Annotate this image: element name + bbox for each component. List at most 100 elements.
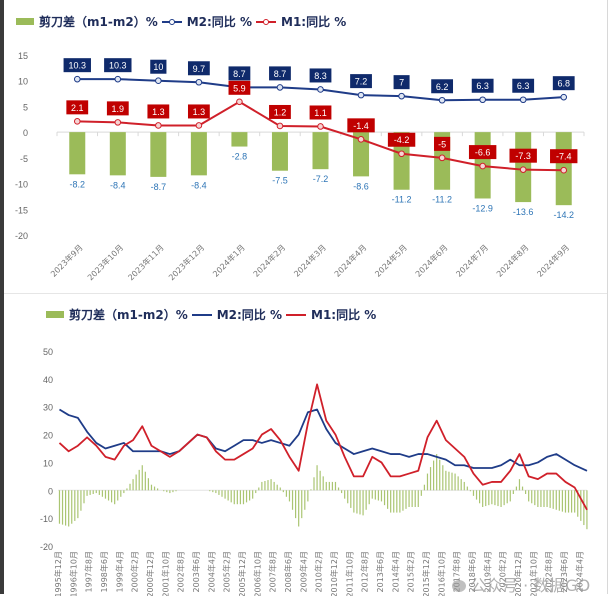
bar-spread [402, 490, 404, 511]
label-box-m1 [228, 80, 251, 95]
bar-spread [126, 488, 128, 491]
bar-spread [463, 481, 465, 491]
label-box-m2 [512, 78, 535, 93]
legend-swatch-m1 [256, 18, 277, 25]
point-m1 [236, 98, 243, 106]
label-box-m1 [187, 104, 210, 119]
y-tick-label: 10 [43, 458, 53, 468]
point-m2 [438, 96, 446, 104]
y-tick-label: 50 [43, 347, 53, 357]
bar-spread [221, 490, 223, 497]
bar-spread [512, 490, 514, 494]
point-m2 [357, 91, 365, 99]
bar-spread [227, 490, 229, 501]
data-label-m2: 8.7 [274, 69, 287, 79]
data-label-m2: 10.3 [69, 61, 87, 71]
bar-spread [555, 490, 557, 510]
bar-spread [577, 490, 579, 517]
point-m2 [560, 93, 568, 101]
x-tick-label: 2023年11月 [126, 242, 166, 282]
x-tick-label: 2000年12月 [145, 551, 155, 596]
bar-spread [101, 490, 104, 497]
bar-spread [212, 490, 214, 493]
data-label-m2: 7 [399, 78, 404, 88]
label-box-m1 [309, 105, 332, 120]
bar-spread [89, 490, 91, 495]
bar-spread [503, 490, 505, 506]
bar-spread [518, 479, 521, 491]
bar-spread [426, 473, 429, 491]
bar-spread [528, 490, 530, 502]
x-tick-label: 1997年8月 [84, 551, 94, 592]
bar-data-label: -11.2 [432, 195, 452, 205]
bar-spread [239, 490, 242, 505]
x-tick-label: 2013年6月 [375, 551, 385, 592]
bar-spread [387, 490, 389, 509]
bar-data-label: -8.7 [151, 182, 167, 192]
data-label-m1: -7.3 [515, 151, 531, 161]
label-box-m2 [393, 75, 410, 90]
y-tick-label: 20 [43, 431, 53, 441]
bar-spread [58, 490, 61, 524]
bar-spread [132, 479, 134, 491]
point-m1 [519, 166, 527, 173]
point-m2 [398, 92, 405, 100]
bar-spread [472, 490, 475, 496]
bar-spread [313, 477, 315, 491]
label-box-m2 [309, 68, 332, 83]
x-tick-label: 2004年4月 [206, 551, 216, 592]
legend-top: 剪刀差（m1-m2）% M2:同比 % M1:同比 % [16, 13, 350, 30]
label-box-m1 [269, 104, 291, 119]
x-tick-label: 2023年10月 [85, 242, 125, 282]
point-m1 [73, 118, 81, 125]
label-box-m2 [150, 59, 167, 74]
label-box-m2 [552, 76, 575, 91]
x-tick-label: 2023年6月 [559, 551, 569, 592]
bar-spread [224, 490, 226, 499]
y-tick-label: 0 [23, 128, 28, 138]
bar-spread [390, 490, 392, 513]
label-box-m2 [269, 66, 291, 81]
bar-spread [399, 490, 401, 513]
bar-spread [301, 490, 303, 519]
point-m2 [155, 77, 162, 85]
bar-spread [567, 490, 570, 513]
point-m2 [276, 84, 284, 91]
watermark-text: 公众号 · 数据GO [470, 576, 591, 595]
bar-spread [515, 486, 518, 491]
bar-spread [169, 490, 171, 494]
bar-spread [531, 490, 533, 504]
data-label-m1: -6.6 [475, 148, 491, 158]
bar-spread [307, 490, 309, 502]
data-label-m1: -1.4 [353, 121, 369, 131]
bar-spread [347, 490, 349, 504]
bar-spread [371, 490, 373, 499]
x-tick-label: 2017年8月 [452, 551, 462, 592]
bar-spread [288, 490, 291, 502]
bar-spread [319, 470, 321, 491]
y-tick-label: -10 [40, 514, 53, 524]
bar-data-label: -8.2 [70, 179, 86, 189]
bar-spread [270, 479, 272, 491]
point-m2 [317, 86, 324, 93]
bar-spread [439, 459, 441, 491]
bar-spread [436, 454, 438, 491]
data-label-m1: 1.2 [274, 107, 287, 117]
x-tick-label: 2024年2月 [251, 242, 287, 278]
data-label-m1: 1.3 [152, 107, 165, 117]
line-m2 [59, 408, 588, 472]
bar-spread [546, 490, 548, 507]
label-box-m2 [63, 58, 91, 73]
bar-spread [150, 484, 153, 491]
bar-spread [141, 465, 143, 491]
bar-spread [95, 490, 97, 494]
point-m1 [155, 122, 162, 129]
x-tick-label: 2010年2月 [314, 551, 324, 592]
bar-spread [558, 490, 560, 511]
bar-spread [135, 474, 137, 491]
bar-spread [442, 465, 444, 491]
x-tick-label: 1998年6月 [99, 551, 109, 592]
bar-spread [543, 490, 545, 507]
bar-spread [540, 490, 542, 507]
legend-label-spread: 剪刀差（m1-m2）% [69, 308, 188, 322]
